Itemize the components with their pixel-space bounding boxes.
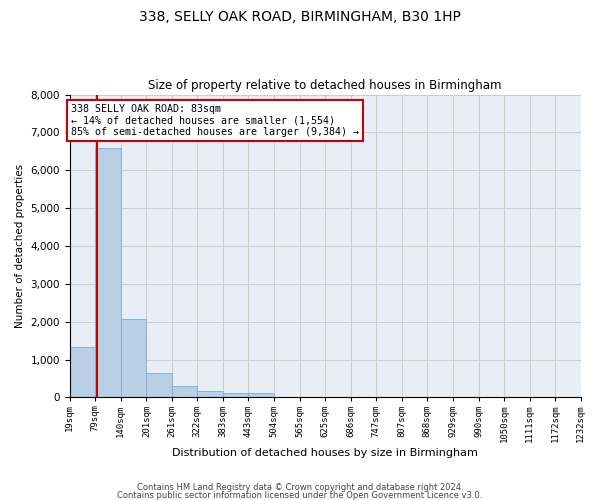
Bar: [223, 394, 248, 398]
Bar: [121, 318, 146, 398]
Bar: [197, 392, 223, 398]
Y-axis label: Number of detached properties: Number of detached properties: [15, 164, 25, 328]
Bar: [146, 373, 172, 398]
Bar: [172, 386, 197, 398]
Bar: [248, 394, 274, 398]
Text: 338, SELLY OAK ROAD, BIRMINGHAM, B30 1HP: 338, SELLY OAK ROAD, BIRMINGHAM, B30 1HP: [139, 10, 461, 24]
Title: Size of property relative to detached houses in Birmingham: Size of property relative to detached ho…: [148, 79, 502, 92]
Bar: [70, 348, 95, 398]
Text: Contains HM Land Registry data © Crown copyright and database right 2024.: Contains HM Land Registry data © Crown c…: [137, 484, 463, 492]
X-axis label: Distribution of detached houses by size in Birmingham: Distribution of detached houses by size …: [172, 448, 478, 458]
Text: 338 SELLY OAK ROAD: 83sqm
← 14% of detached houses are smaller (1,554)
85% of se: 338 SELLY OAK ROAD: 83sqm ← 14% of detac…: [71, 104, 359, 137]
Text: Contains public sector information licensed under the Open Government Licence v3: Contains public sector information licen…: [118, 490, 482, 500]
Bar: [95, 148, 121, 398]
